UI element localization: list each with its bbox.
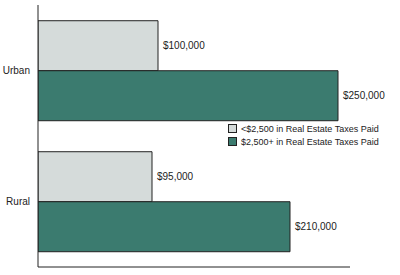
html-text:<$2,500 in Real Estate Taxes P: <$2,500 in Real Estate Taxes Paid — [241, 123, 379, 134]
svg-text:Rural: Rural — [8, 196, 30, 207]
svg-text:$95,000: $95,000 — [157, 171, 194, 182]
svg-text:$250,000: $250,000 — [343, 90, 385, 101]
svg-text:Urban: Urban — [8, 65, 30, 76]
html-text:$2,500+ in Real Estate Taxes P: $2,500+ in Real Estate Taxes Paid — [241, 136, 379, 147]
svg-text:$100,000: $100,000 — [163, 40, 205, 51]
svg-text:$210,000: $210,000 — [295, 221, 337, 232]
